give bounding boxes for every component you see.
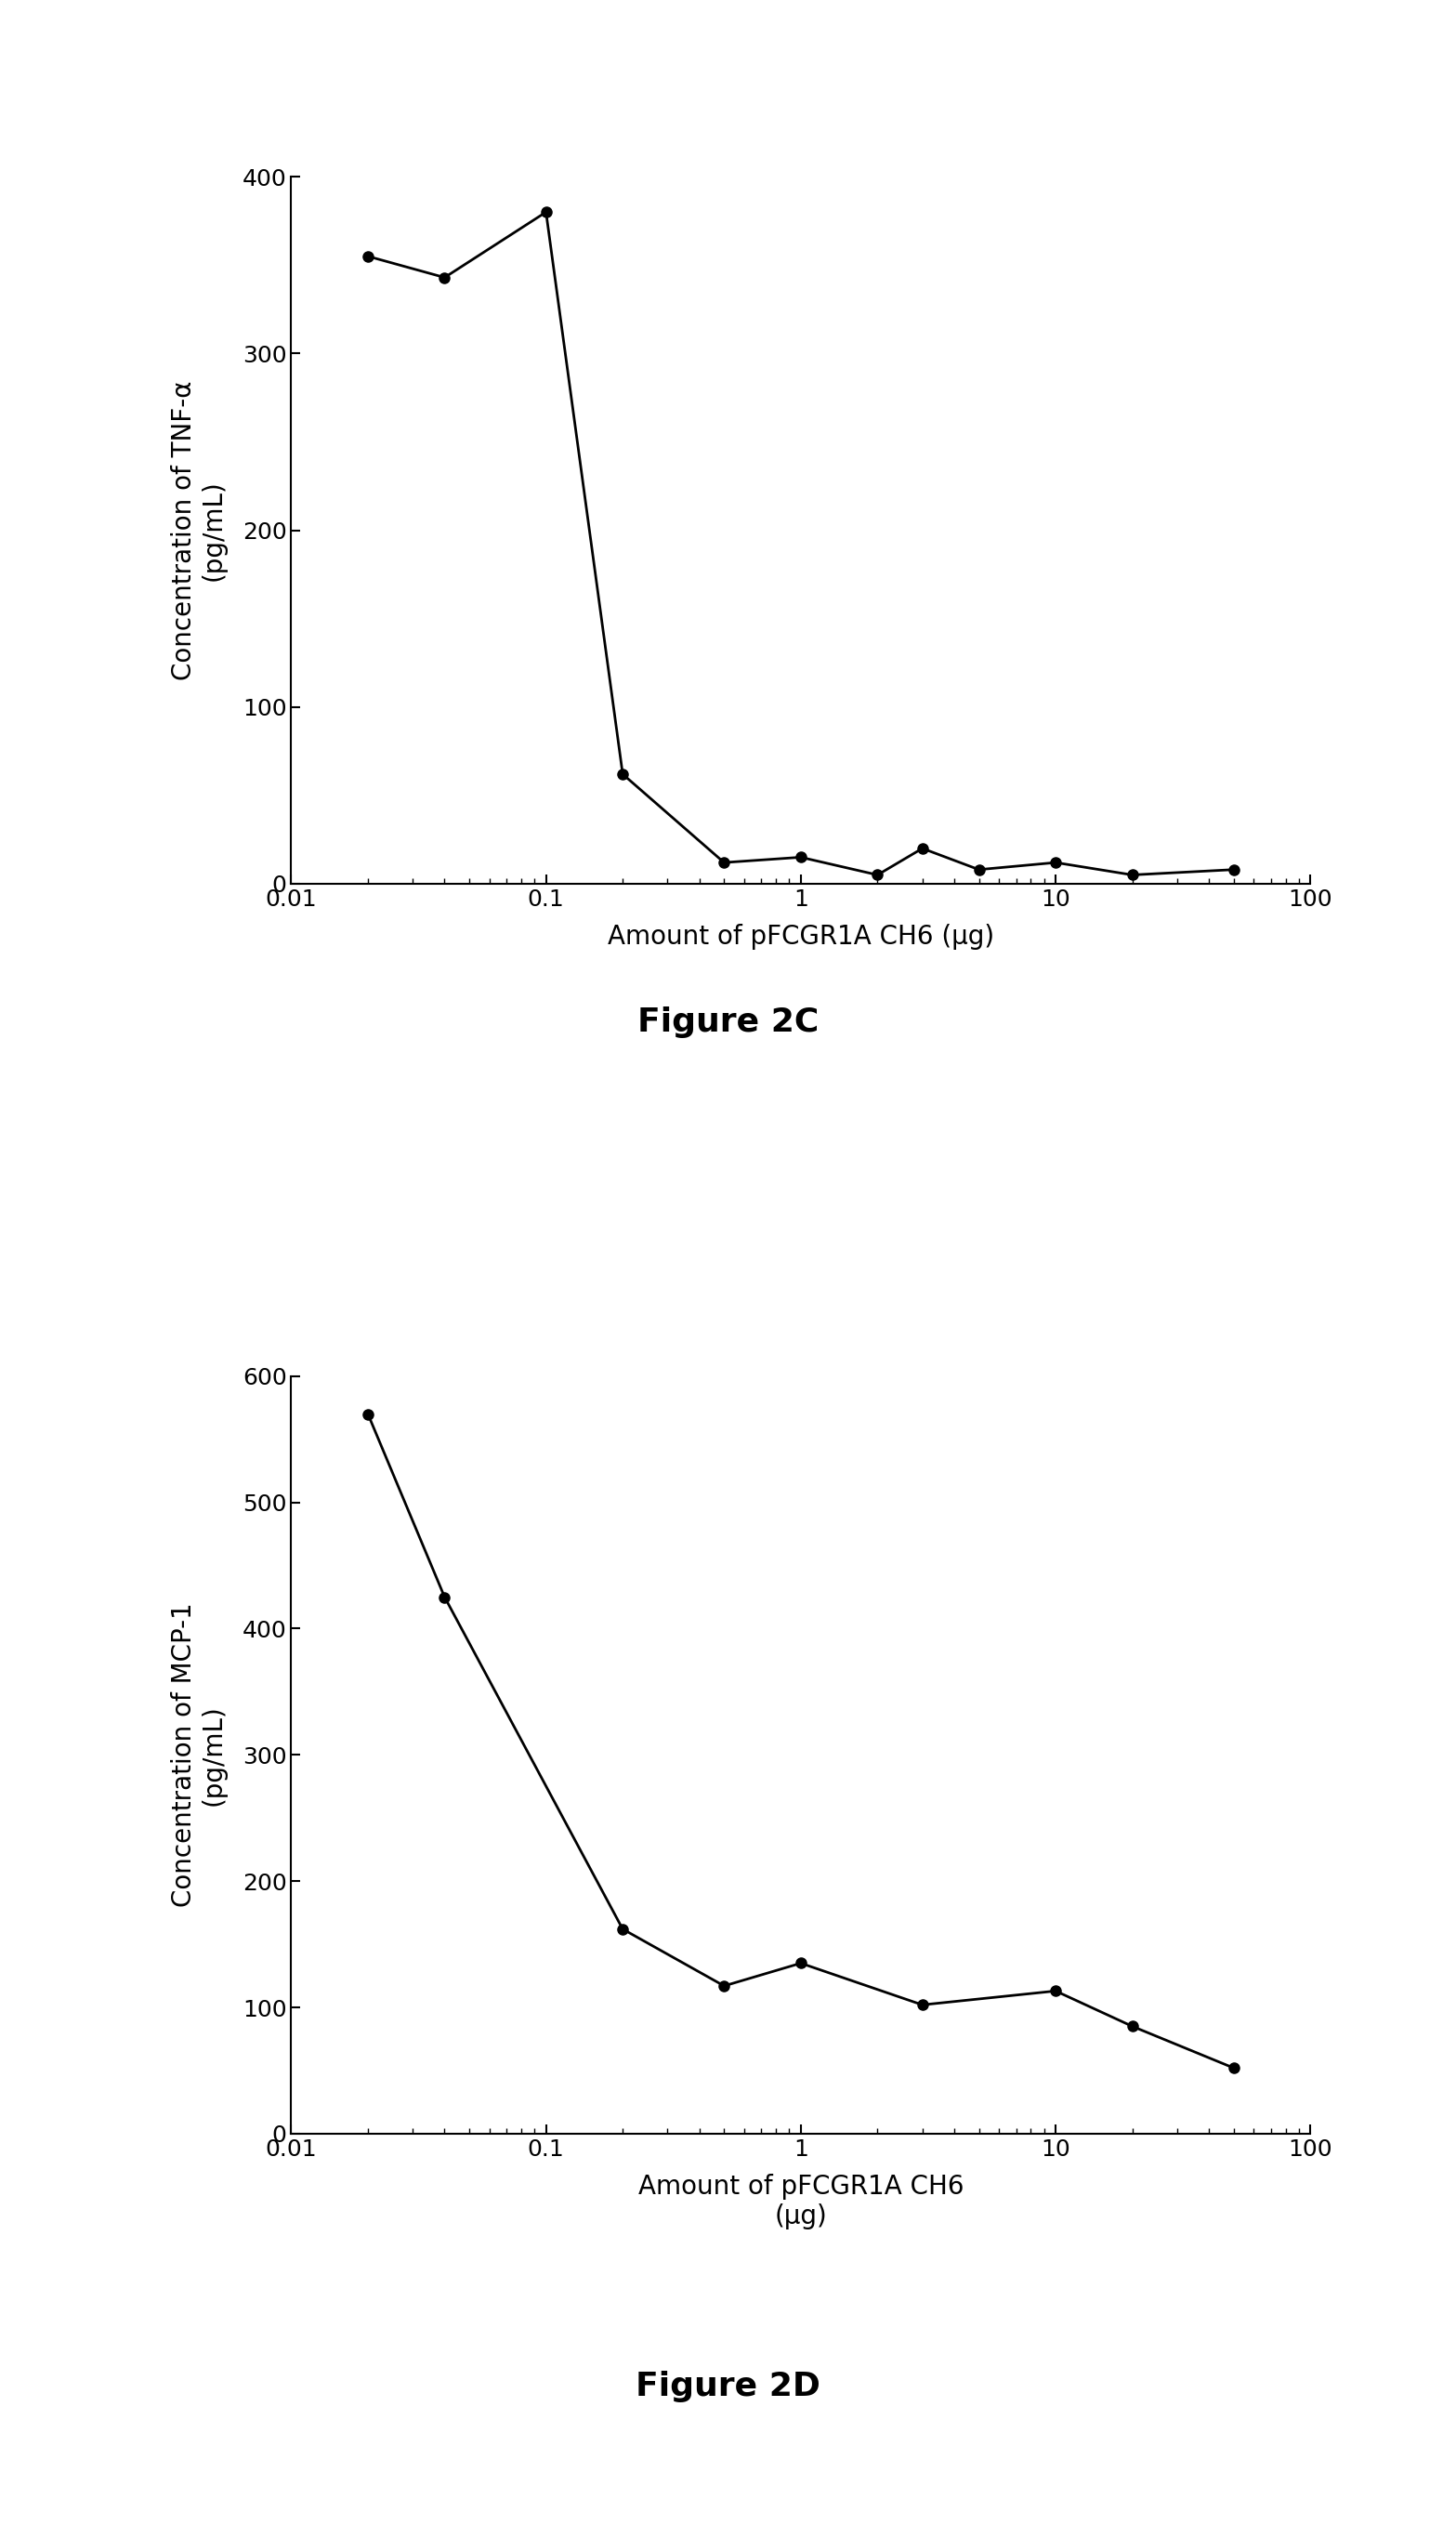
Y-axis label: Concentration of MCP-1
(pg/mL): Concentration of MCP-1 (pg/mL) bbox=[170, 1603, 227, 1906]
Text: Figure 2D: Figure 2D bbox=[636, 2371, 820, 2401]
X-axis label: Amount of pFCGR1A CH6
(μg): Amount of pFCGR1A CH6 (μg) bbox=[638, 2174, 964, 2230]
Y-axis label: Concentration of TNF-α
(pg/mL): Concentration of TNF-α (pg/mL) bbox=[170, 381, 227, 679]
X-axis label: Amount of pFCGR1A CH6 (μg): Amount of pFCGR1A CH6 (μg) bbox=[607, 924, 994, 949]
Text: Figure 2C: Figure 2C bbox=[638, 1007, 818, 1038]
